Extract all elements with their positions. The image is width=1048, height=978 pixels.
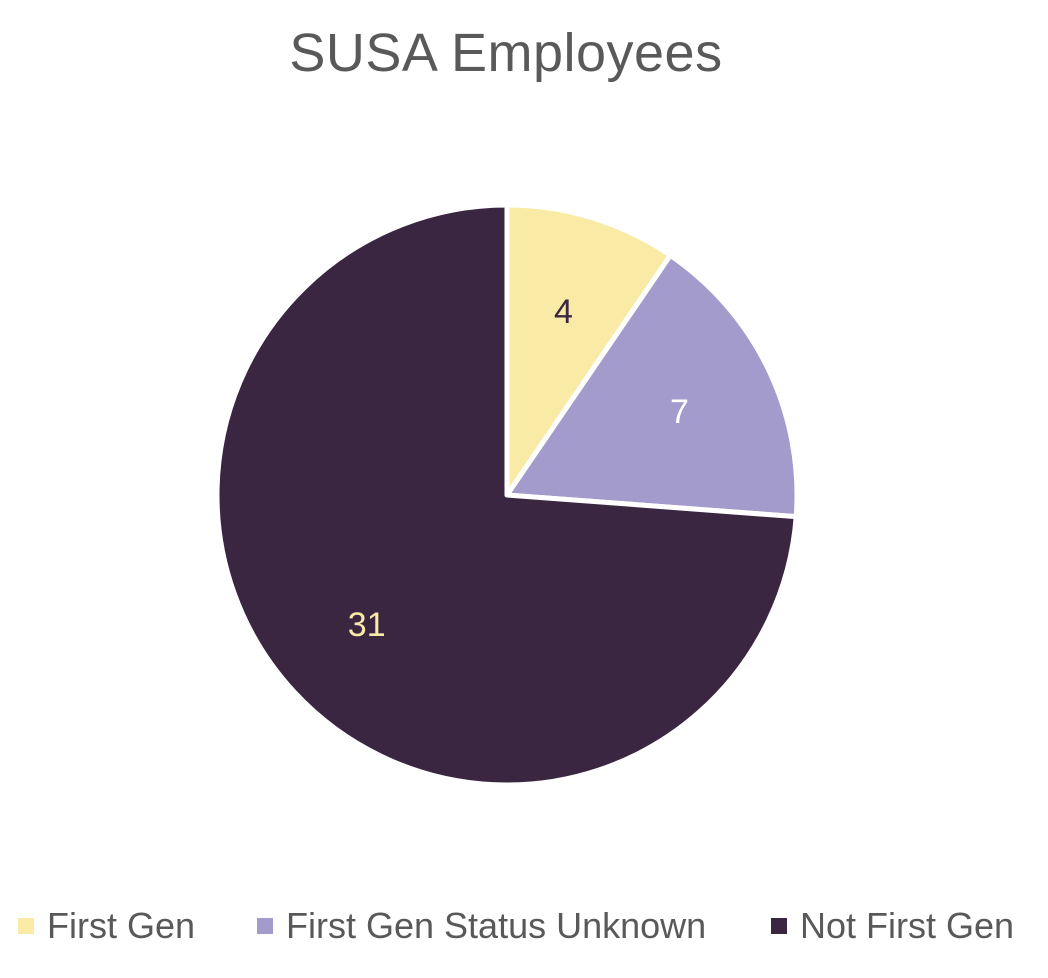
- legend-label: Not First Gen: [800, 905, 1015, 946]
- data-label-first-gen-status-unknown: 7: [670, 393, 689, 431]
- pie-chart: 4 7 31: [214, 202, 800, 788]
- legend-item-first-gen: First Gen: [18, 902, 195, 950]
- legend-label: First Gen Status Unknown: [286, 905, 707, 946]
- pie-slice-not-first-gen: [214, 202, 799, 788]
- data-label-first-gen: 4: [554, 293, 573, 331]
- legend-label: First Gen: [47, 905, 196, 946]
- legend-item-not-first-gen: Not First Gen: [771, 902, 1014, 950]
- pie-slice-first-gen: [504, 202, 673, 498]
- data-label-not-first-gen: 31: [348, 606, 386, 644]
- legend: First Gen First Gen Status Unknown Not F…: [0, 902, 1048, 950]
- legend-item-first-gen-status-unknown: First Gen Status Unknown: [257, 902, 706, 950]
- legend-swatch: [18, 918, 34, 934]
- chart-title: SUSA Employees: [289, 23, 723, 83]
- pie-slice-first-gen-status-unknown: [504, 252, 800, 520]
- legend-swatch: [771, 918, 787, 934]
- legend-swatch: [257, 918, 273, 934]
